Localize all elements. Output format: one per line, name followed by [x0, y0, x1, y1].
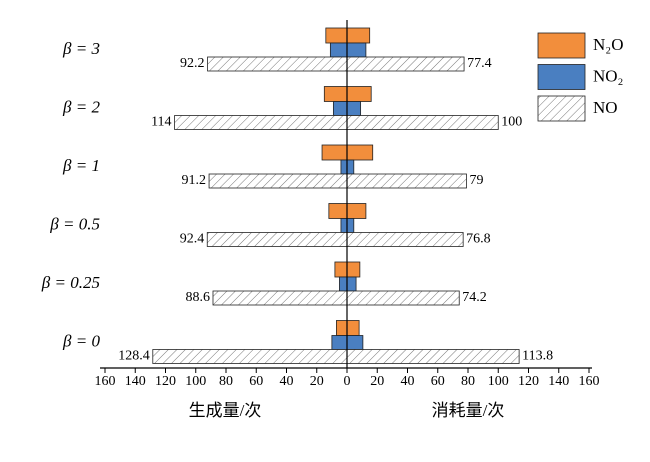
bar-right — [346, 335, 364, 350]
x-tick-label: 120 — [155, 374, 176, 389]
bar-right — [346, 27, 371, 44]
x-tick-label: 20 — [370, 374, 384, 389]
bar-right — [346, 349, 520, 364]
x-tick-label: 160 — [95, 374, 116, 389]
bar-left — [332, 101, 348, 116]
bar-left — [340, 159, 348, 175]
x-tick-label: 60 — [431, 374, 445, 389]
bar-right — [346, 290, 460, 306]
bar-right — [346, 320, 360, 336]
value-label: 113.8 — [522, 349, 553, 364]
bar-right — [346, 261, 361, 278]
bar-left — [331, 335, 348, 350]
right-axis-label: 消耗量/次 — [432, 401, 505, 420]
bar-left — [323, 86, 348, 102]
bar-left — [329, 42, 348, 58]
x-tick-label: 160 — [579, 374, 600, 389]
bar-right — [346, 218, 355, 233]
bar-left — [339, 276, 348, 292]
x-tick-label: 60 — [249, 374, 263, 389]
legend-swatch — [537, 95, 586, 122]
value-label: 77.4 — [467, 56, 492, 71]
category-label: β = 0 — [62, 331, 100, 350]
bar-left — [334, 261, 348, 278]
bar-left — [212, 290, 348, 306]
value-label: 92.2 — [180, 56, 205, 71]
bar-right — [346, 144, 374, 161]
bar-right — [346, 232, 464, 247]
value-label: 100 — [501, 115, 522, 130]
bar-right — [346, 56, 465, 72]
x-tick-label: 120 — [518, 374, 539, 389]
x-tick-label: 100 — [488, 374, 509, 389]
category-label: β = 1 — [62, 156, 100, 175]
legend-swatch — [537, 32, 586, 59]
legend-label: NO₂ — [593, 66, 623, 85]
bar-left — [336, 320, 348, 336]
bar-left — [206, 232, 348, 247]
bar-left — [340, 218, 348, 233]
category-label: β = 2 — [62, 97, 100, 116]
bar-right — [346, 173, 467, 189]
x-tick-label: 80 — [461, 374, 475, 389]
value-label: 92.4 — [180, 232, 205, 247]
value-label: 76.8 — [466, 232, 491, 247]
legend-label: N₂O — [593, 35, 623, 54]
bar-left — [152, 349, 348, 364]
bar-right — [346, 101, 362, 116]
value-label: 74.2 — [462, 290, 487, 305]
x-tick-label: 140 — [125, 374, 146, 389]
legend-swatch — [537, 64, 586, 90]
bar-right — [346, 159, 355, 175]
value-label: 114 — [151, 115, 171, 130]
category-label: β = 0.25 — [41, 273, 100, 292]
bar-left — [321, 144, 348, 161]
x-tick-label: 0 — [344, 374, 351, 389]
bar-left — [208, 173, 348, 189]
bar-left — [207, 56, 348, 72]
value-label: 91.2 — [182, 173, 207, 188]
category-label: β = 0.5 — [49, 214, 100, 233]
bar-right — [346, 42, 367, 58]
value-label: 128.4 — [118, 349, 150, 364]
bar-left — [328, 203, 348, 219]
bar-left — [174, 115, 348, 130]
bar-right — [346, 115, 499, 130]
x-tick-label: 40 — [280, 374, 294, 389]
category-label: β = 3 — [62, 39, 100, 58]
x-tick-label: 100 — [185, 374, 206, 389]
x-tick-label: 140 — [548, 374, 569, 389]
x-tick-label: 20 — [310, 374, 324, 389]
x-tick-label: 80 — [219, 374, 233, 389]
x-tick-label: 40 — [401, 374, 415, 389]
bar-left — [325, 27, 348, 44]
legend-label: NO — [593, 98, 618, 117]
left-axis-label: 生成量/次 — [189, 401, 262, 420]
bar-right — [346, 203, 367, 219]
value-label: 88.6 — [185, 290, 210, 305]
bar-right — [346, 86, 372, 102]
bar-right — [346, 276, 357, 292]
value-label: 79 — [469, 173, 483, 188]
